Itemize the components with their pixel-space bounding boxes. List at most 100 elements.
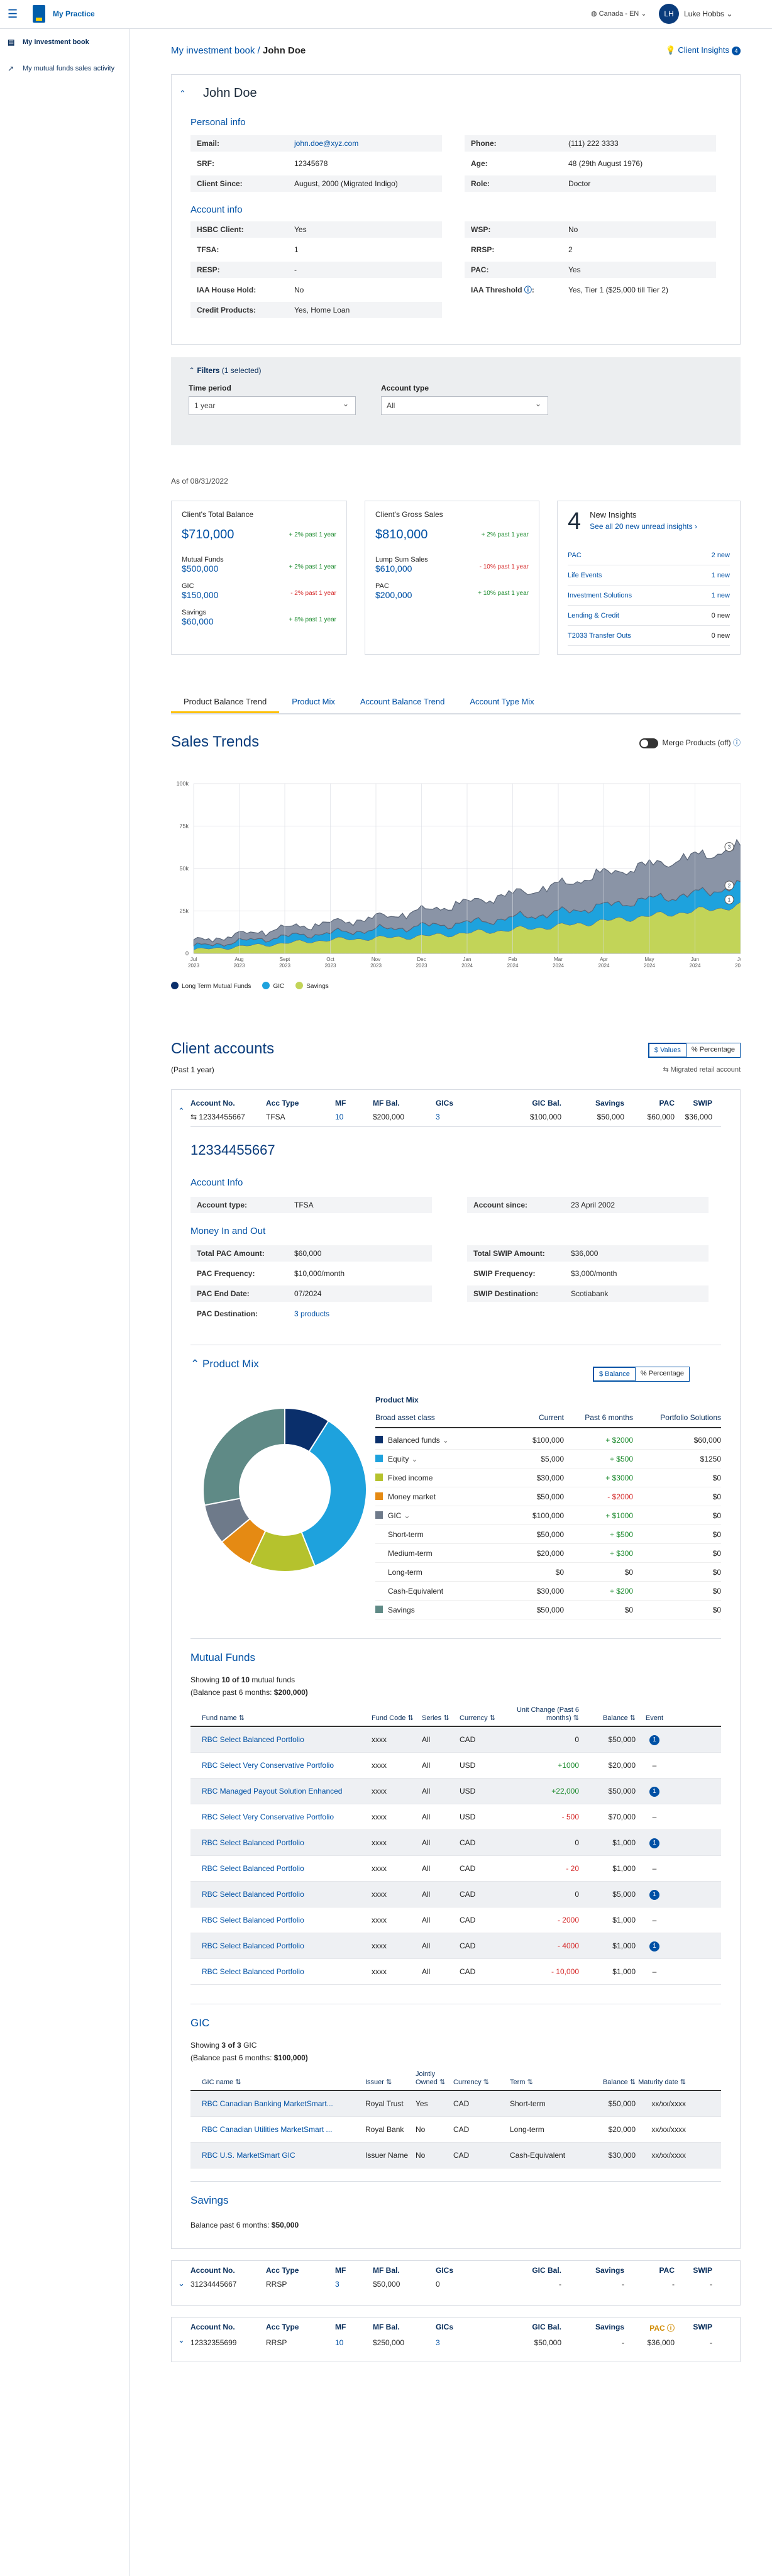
fund-name-link[interactable]: RBC Select Balanced Portfolio (202, 1864, 304, 1873)
time-period-select[interactable]: 1 year (189, 395, 356, 415)
account-gics-value[interactable]: 3 (436, 2338, 440, 2347)
account-column-header[interactable]: SWIP (693, 2323, 712, 2331)
filters-toggle[interactable]: ⌃ Filters (1 selected) (189, 366, 262, 375)
chevron-down-icon[interactable]: ⌄ (178, 2335, 185, 2345)
account-mf-value[interactable]: 10 (335, 1113, 344, 1121)
mf-column-header[interactable]: Event (645, 1714, 664, 1722)
insight-item[interactable]: Life Events 1 new (568, 565, 730, 586)
account-gics-value[interactable]: 3 (436, 1113, 440, 1121)
account-card-3[interactable]: ⌄ Account No. Acc Type MF MF Bal. GICs GIC Ba… (171, 2317, 741, 2362)
tab-account-balance-trend[interactable]: Account Balance Trend (360, 697, 445, 706)
donut-slice-savings[interactable] (202, 1407, 285, 1506)
email-link[interactable]: john.doe@xyz.com (294, 139, 359, 148)
hamburger-menu-icon[interactable]: ☰ (8, 8, 18, 20)
fund-name-link[interactable]: RBC Select Balanced Portfolio (202, 1735, 304, 1744)
account-column-header[interactable]: MF Bal. (373, 2266, 400, 2275)
mf-column-header[interactable]: Currency ⇅ (460, 1714, 495, 1722)
end-marker[interactable] (724, 894, 734, 904)
account-column-header[interactable]: SWIP (693, 2266, 712, 2275)
account-column-header[interactable]: MF (335, 1099, 346, 1108)
account-column-header[interactable]: Savings (595, 2266, 624, 2275)
app-name[interactable]: My Practice (53, 9, 95, 18)
account-column-header[interactable]: MF Bal. (373, 2323, 400, 2331)
account-column-header[interactable]: Savings (595, 2323, 624, 2331)
mf-column-header[interactable]: Series ⇅ (422, 1714, 449, 1722)
account-1-summary-row[interactable]: ⌃ Account No. Acc Type MF MF Bal. GICs GIC Ba… (178, 1090, 721, 1126)
fund-name-link[interactable]: RBC Select Balanced Portfolio (202, 1890, 304, 1899)
chevron-down-icon[interactable]: ⌄ (442, 1435, 449, 1445)
pac-destination-link[interactable]: 3 products (294, 1309, 330, 1318)
collapse-chevron-icon[interactable]: ⌃ (179, 89, 186, 98)
account-column-header[interactable]: PAC (659, 2266, 675, 2275)
breadcrumb-parent[interactable]: My investment book (171, 45, 255, 56)
chevron-up-icon[interactable]: ⌃ (178, 1106, 185, 1116)
info-icon[interactable]: ⓘ (524, 286, 532, 294)
fund-event[interactable]: 1 (636, 1941, 673, 1951)
account-column-header[interactable]: MF Bal. (373, 1099, 400, 1108)
gic-column-header[interactable]: Jointly Owned ⇅ (416, 2070, 446, 2086)
see-all-insights-link[interactable]: See all 20 new unread insights › (590, 522, 697, 531)
insight-item[interactable]: Investment Solutions 1 new (568, 586, 730, 606)
account-column-header[interactable]: GIC Bal. (532, 2266, 561, 2275)
product-mix-toggle[interactable]: ⌃ Product Mix (190, 1358, 259, 1370)
account-column-header[interactable]: Account No. (190, 2323, 235, 2331)
values-option[interactable]: $ Values (648, 1043, 687, 1057)
gic-column-header[interactable]: Maturity date ⇅ (638, 2079, 686, 2086)
fund-name-link[interactable]: RBC Select Balanced Portfolio (202, 1838, 304, 1847)
account-column-header[interactable]: Account No. (190, 2266, 235, 2275)
account-mf-value[interactable]: 3 (335, 2280, 339, 2289)
avatar[interactable]: LH (659, 4, 679, 24)
account-column-header[interactable]: Acc Type (266, 2266, 299, 2275)
gic-name-link[interactable]: RBC Canadian Banking MarketSmart... (202, 2099, 333, 2108)
tab-product-mix[interactable]: Product Mix (292, 697, 335, 706)
gic-column-header[interactable]: Balance ⇅ (602, 2079, 636, 2086)
mf-column-header[interactable]: Balance ⇅ (602, 1714, 636, 1722)
mf-column-header[interactable]: Fund Code ⇅ (372, 1714, 414, 1722)
tab-account-type-mix[interactable]: Account Type Mix (470, 697, 534, 706)
fund-name-link[interactable]: RBC Select Balanced Portfolio (202, 1916, 304, 1924)
account-column-header[interactable]: Account No. (190, 1099, 235, 1108)
sidebar-item-investment-book[interactable]: ▤ My investment book (0, 29, 130, 55)
fund-name-link[interactable]: RBC Select Balanced Portfolio (202, 1967, 304, 1976)
tab-product-balance-trend[interactable]: Product Balance Trend (171, 689, 280, 713)
chevron-down-icon[interactable]: ⌄ (404, 1511, 411, 1520)
donut-slice-equity[interactable] (301, 1419, 367, 1567)
balance-option[interactable]: $ Balance (593, 1367, 636, 1381)
account-column-header[interactable]: MF (335, 2266, 346, 2275)
client-insights-button[interactable]: 💡 Client Insights 4 (666, 45, 741, 55)
gic-column-header[interactable]: Currency ⇅ (453, 2079, 489, 2086)
gic-column-header[interactable]: GIC name ⇅ (202, 2079, 241, 2086)
region-selector[interactable]: ◍ Canada - EN ⌄ (591, 10, 647, 18)
account-column-header[interactable]: GIC Bal. (532, 1099, 561, 1108)
fund-name-link[interactable]: RBC Select Very Conservative Portfolio (202, 1761, 334, 1770)
fund-name-link[interactable]: RBC Select Very Conservative Portfolio (202, 1813, 334, 1821)
mf-column-header[interactable]: Unit Change (Past 6 months) ⇅ (516, 1706, 579, 1722)
account-type-select[interactable]: All (381, 395, 548, 415)
account-column-header[interactable]: MF (335, 2323, 346, 2331)
fund-event[interactable]: 1 (636, 1838, 673, 1848)
fund-event[interactable]: 1 (636, 1786, 673, 1797)
insight-item[interactable]: T2033 Transfer Outs 0 new (568, 626, 730, 646)
end-marker[interactable] (724, 842, 734, 852)
gic-column-header[interactable]: Issuer ⇅ (365, 2079, 392, 2086)
percentage-option[interactable]: % Percentage (640, 1370, 684, 1377)
account-column-header[interactable]: Savings (595, 1099, 624, 1108)
account-column-header[interactable]: GICs (436, 1099, 454, 1108)
gic-column-header[interactable]: Term ⇅ (510, 2079, 533, 2086)
percentage-option[interactable]: % Percentage (691, 1046, 735, 1053)
fund-event[interactable]: 1 (636, 1889, 673, 1900)
merge-products-toggle[interactable]: Merge Products (off) ⓘ (639, 737, 741, 748)
account-column-header[interactable]: GICs (436, 2266, 454, 2275)
gic-name-link[interactable]: RBC U.S. MarketSmart GIC (202, 2151, 295, 2160)
chevron-down-icon[interactable]: ⌄ (411, 1454, 418, 1463)
account-column-header[interactable]: PAC (659, 1099, 675, 1108)
insight-item[interactable]: Lending & Credit 0 new (568, 606, 730, 626)
chevron-down-icon[interactable]: ⌄ (178, 2279, 185, 2288)
gic-name-link[interactable]: RBC Canadian Utilities MarketSmart ... (202, 2125, 333, 2134)
account-card-2[interactable]: ⌄ Account No. Acc Type MF MF Bal. GICs GIC Ba… (171, 2260, 741, 2306)
account-column-header[interactable]: SWIP (693, 1099, 712, 1108)
account-column-header[interactable]: PAC ⓘ (649, 2324, 675, 2333)
account-mf-value[interactable]: 10 (335, 2338, 344, 2347)
account-column-header[interactable]: GICs (436, 2323, 454, 2331)
mf-column-header[interactable]: Fund name ⇅ (202, 1714, 245, 1722)
